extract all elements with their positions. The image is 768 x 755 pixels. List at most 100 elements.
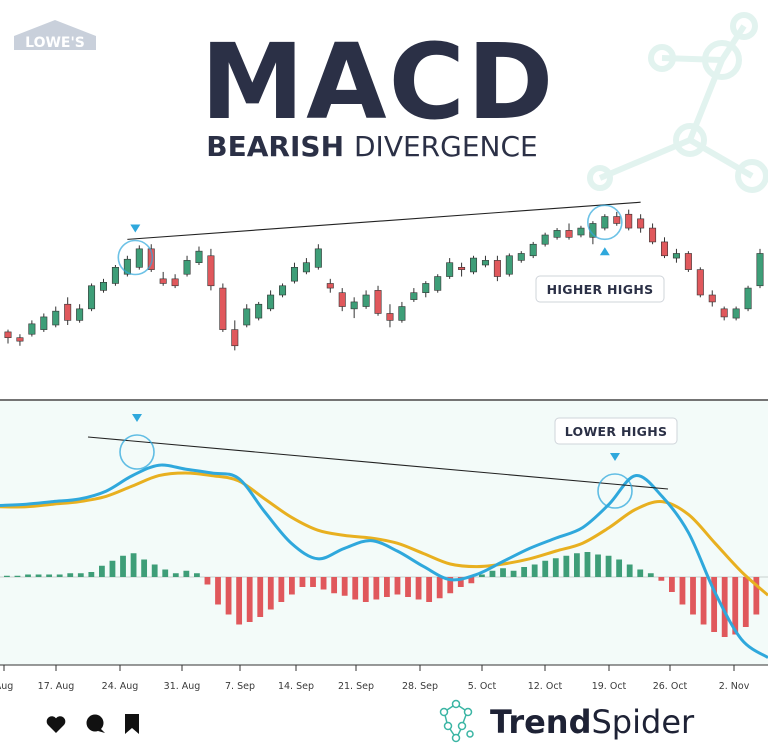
- candle-body: [302, 262, 310, 273]
- comment-icon[interactable]: [86, 714, 106, 734]
- candle-body: [446, 262, 454, 277]
- highlight-circle: [117, 239, 154, 276]
- x-tick-label: 14. Sep: [278, 681, 314, 692]
- candle-body: [338, 292, 346, 307]
- candle-body: [195, 250, 203, 263]
- candle-body: [374, 290, 382, 314]
- candle-body: [470, 257, 478, 273]
- x-tick-label: Aug: [0, 681, 13, 692]
- candle-body: [410, 292, 418, 300]
- candle-body: [362, 294, 370, 307]
- histogram-bar: [362, 577, 369, 602]
- histogram-bar: [552, 558, 559, 577]
- histogram-bar: [236, 577, 243, 625]
- histogram-bar: [278, 577, 285, 602]
- x-axis: Aug 17. Aug 24. Aug 31. Aug 7. Sep 14. Sep 21.…: [0, 665, 750, 692]
- histogram-bar: [130, 553, 137, 577]
- histogram-bar: [742, 577, 749, 627]
- histogram-bar: [162, 569, 169, 577]
- histogram-bar: [753, 577, 760, 615]
- heart-icon[interactable]: [46, 716, 66, 733]
- candle-body: [565, 230, 573, 238]
- histogram-bar: [447, 577, 454, 594]
- histogram-bar: [415, 577, 422, 600]
- macd-trendline: [87, 436, 669, 490]
- candle-body: [290, 267, 298, 282]
- histogram-bar: [109, 560, 116, 577]
- histogram-bar: [4, 575, 10, 577]
- histogram-bar: [183, 570, 190, 577]
- marker-arrow: [132, 414, 142, 422]
- x-tick-label: 24. Aug: [102, 681, 139, 692]
- histogram-bar: [457, 577, 464, 587]
- histogram-bar: [637, 569, 644, 577]
- candle-body: [458, 267, 466, 270]
- histogram-bar: [352, 577, 359, 600]
- candle-body: [672, 253, 680, 259]
- histogram-bar: [658, 577, 665, 581]
- bookmark-icon[interactable]: [125, 714, 139, 734]
- highlight-circle: [597, 473, 633, 509]
- candle-body: [183, 260, 191, 275]
- candle-body: [207, 255, 215, 287]
- x-tick-label: 7. Sep: [225, 681, 255, 692]
- histogram-bar: [605, 555, 612, 577]
- candle-body: [708, 294, 716, 303]
- marker-arrow: [599, 247, 610, 256]
- candle-body: [493, 260, 501, 277]
- histogram-bar: [531, 564, 538, 577]
- candle-body: [219, 287, 227, 330]
- histogram-bar: [595, 554, 601, 577]
- x-tick-label: 17. Aug: [38, 681, 75, 692]
- histogram-bar: [141, 559, 148, 577]
- histogram-bar: [479, 574, 485, 577]
- candle-body: [28, 323, 36, 335]
- candle-body: [99, 282, 107, 291]
- candle-body: [732, 308, 740, 319]
- candle-body: [541, 234, 549, 245]
- histogram-bar: [299, 577, 306, 587]
- candle-body: [350, 301, 358, 310]
- histogram-bar: [711, 577, 718, 632]
- histogram-bar: [373, 577, 380, 600]
- svg-text:HIGHER HIGHS: HIGHER HIGHS: [547, 282, 654, 297]
- x-tick-label: 12. Oct: [528, 681, 563, 692]
- histogram-bar: [521, 567, 528, 577]
- macd-line: [0, 463, 768, 659]
- histogram-bar: [542, 560, 549, 577]
- candle-body: [267, 294, 275, 310]
- higher-highs-callout: HIGHER HIGHS: [535, 275, 665, 303]
- marker-arrow: [610, 453, 620, 461]
- histogram-bar: [510, 570, 517, 577]
- candle-body: [52, 310, 60, 326]
- chart-subtitle: BEARISH DIVERGENCE: [206, 130, 537, 163]
- candle-body: [756, 253, 764, 287]
- histogram-bar: [690, 577, 696, 615]
- histogram-bar: [331, 577, 338, 594]
- histogram-bar: [194, 573, 200, 577]
- candle-body: [231, 329, 239, 347]
- candle-body: [279, 285, 287, 296]
- histogram-bar: [151, 564, 158, 577]
- histogram-bar: [721, 577, 728, 637]
- x-tick-label: 2. Nov: [719, 681, 750, 692]
- spider-logo-icon: [439, 699, 474, 743]
- histogram-bar: [225, 577, 232, 615]
- candle-body: [4, 331, 12, 338]
- brand-wordmark: TrendSpider: [490, 703, 695, 741]
- highlight-circle: [587, 204, 623, 241]
- x-tick-label: 19. Oct: [592, 681, 627, 692]
- histogram-bar: [732, 577, 739, 635]
- candle-body: [159, 278, 167, 284]
- lowes-logo: LOWE'S: [14, 20, 96, 51]
- histogram-bar: [204, 577, 211, 585]
- histogram-bar: [584, 552, 591, 577]
- candle-body: [255, 303, 263, 319]
- histogram-bar: [35, 574, 42, 577]
- price-panel: [4, 201, 764, 351]
- candle-body: [625, 213, 633, 229]
- x-tick-label: 5. Oct: [468, 681, 497, 692]
- candle-body: [171, 278, 179, 287]
- histogram-bar: [310, 577, 316, 587]
